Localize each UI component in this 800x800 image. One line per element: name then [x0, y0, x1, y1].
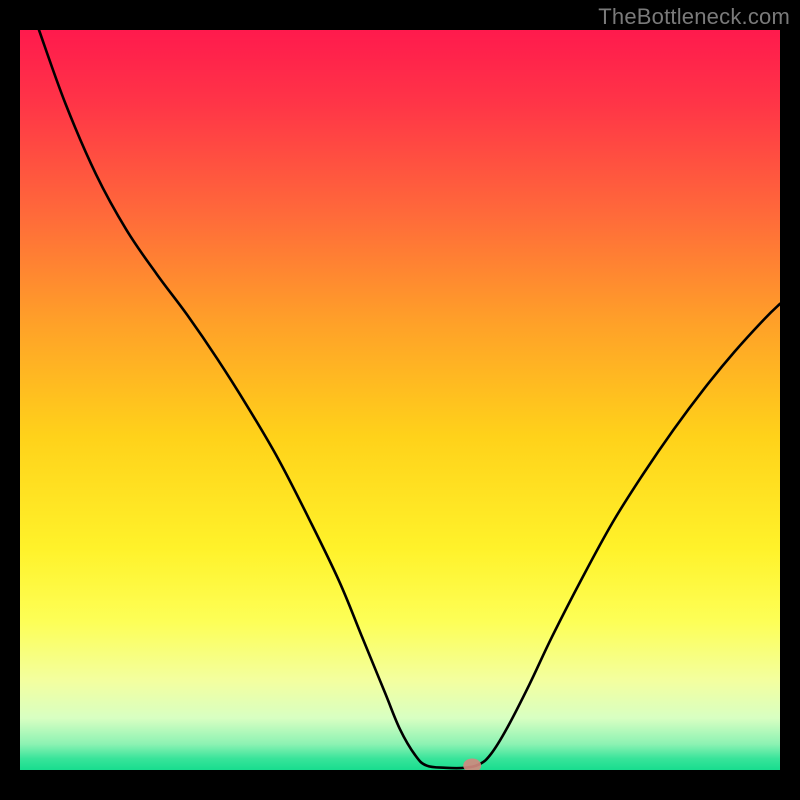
watermark-text: TheBottleneck.com [598, 4, 790, 30]
plot-area [20, 30, 780, 770]
gradient-background [20, 30, 780, 770]
chart-frame: TheBottleneck.com [0, 0, 800, 800]
chart-svg [20, 30, 780, 770]
